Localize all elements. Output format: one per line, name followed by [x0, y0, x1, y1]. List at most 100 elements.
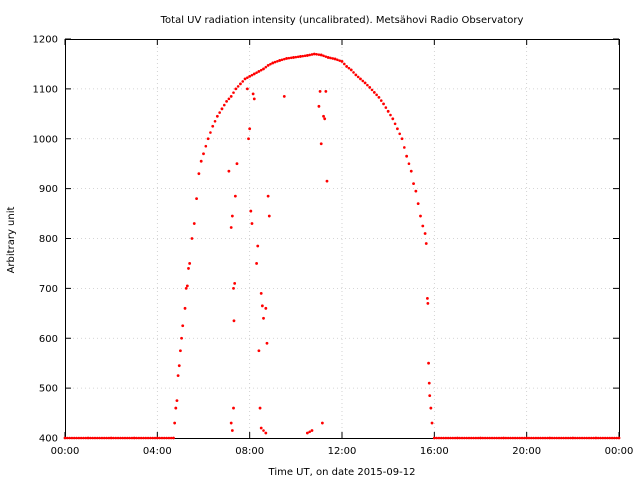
data-point	[573, 436, 577, 440]
data-point	[100, 436, 104, 440]
data-point	[142, 436, 145, 440]
data-point	[225, 99, 228, 103]
data-point	[174, 406, 178, 410]
data-point	[282, 57, 286, 61]
data-point	[146, 436, 150, 440]
data-point	[123, 436, 127, 440]
x-tick-label: 12:00	[328, 446, 357, 457]
data-point	[430, 421, 434, 425]
data-point	[151, 436, 155, 440]
data-point	[89, 436, 92, 440]
plot-frame	[65, 39, 620, 439]
data-point	[66, 436, 69, 440]
data-point	[105, 436, 108, 440]
data-point	[86, 436, 90, 440]
data-point	[199, 159, 203, 163]
data-point	[386, 109, 390, 113]
data-point	[155, 436, 159, 440]
data-point	[229, 94, 233, 98]
data-point	[569, 436, 572, 440]
data-point	[257, 349, 261, 353]
data-point	[232, 286, 235, 290]
data-point	[375, 93, 378, 97]
data-point	[181, 324, 185, 328]
data-point	[234, 87, 238, 91]
data-point	[112, 436, 115, 440]
data-point	[265, 341, 269, 345]
data-point	[213, 119, 217, 123]
data-point	[195, 197, 198, 201]
data-point	[119, 436, 122, 440]
data-point	[427, 361, 430, 365]
data-point	[126, 436, 129, 440]
data-point	[197, 172, 201, 176]
data-point	[256, 244, 260, 248]
data-point	[276, 59, 279, 63]
data-point	[439, 436, 443, 440]
x-tick-label: 04:00	[143, 446, 172, 457]
data-point	[149, 436, 152, 440]
data-point	[305, 431, 309, 435]
data-point	[267, 214, 271, 218]
data-point	[583, 436, 586, 440]
data-point	[84, 436, 88, 440]
chart-title: Total UV radiation intensity (uncalibrat…	[160, 15, 524, 26]
axis-ticks: 00:00 04:00 08:00 12:00 16:00 20:00 00:0040050…	[33, 35, 634, 458]
data-point	[236, 85, 240, 88]
data-point	[497, 436, 501, 440]
data-point	[289, 56, 293, 60]
data-point	[68, 436, 71, 440]
data-point	[93, 436, 97, 440]
data-point	[292, 56, 295, 59]
data-point	[278, 59, 282, 62]
data-point	[566, 436, 570, 440]
data-point	[429, 406, 433, 410]
data-point	[424, 242, 428, 245]
data-point	[179, 349, 182, 353]
data-point	[294, 55, 298, 59]
data-point	[511, 436, 515, 440]
data-point	[546, 436, 549, 440]
data-point	[209, 131, 212, 134]
data-point	[465, 436, 468, 440]
data-point	[559, 436, 563, 440]
data-point	[354, 73, 358, 77]
data-point	[322, 54, 325, 58]
data-point	[269, 62, 272, 66]
data-point	[377, 95, 381, 99]
data-points	[63, 52, 621, 440]
data-point	[384, 106, 388, 109]
data-point	[444, 436, 448, 440]
data-point	[211, 124, 215, 128]
data-point	[617, 436, 621, 440]
data-point	[534, 436, 538, 440]
data-point	[469, 436, 473, 440]
data-point	[165, 436, 168, 440]
data-point	[299, 55, 302, 58]
data-point	[215, 114, 219, 118]
y-tick-label: 900	[39, 184, 58, 195]
data-point	[232, 319, 236, 323]
data-point	[96, 436, 99, 440]
data-point	[75, 436, 78, 440]
x-tick-label: 20:00	[512, 446, 541, 457]
data-point	[427, 381, 431, 385]
data-point	[606, 436, 609, 440]
data-point	[601, 436, 605, 440]
data-point	[220, 107, 224, 111]
data-point	[483, 436, 487, 440]
data-point	[247, 137, 250, 141]
data-point	[340, 60, 344, 63]
data-point	[379, 99, 383, 102]
data-point	[481, 436, 485, 440]
data-point	[185, 284, 189, 288]
data-point	[490, 436, 494, 440]
data-point	[190, 237, 194, 240]
data-point	[233, 281, 237, 285]
data-point	[576, 436, 579, 440]
data-point	[273, 60, 277, 64]
data-point	[590, 436, 593, 440]
data-point	[248, 75, 252, 78]
data-point	[235, 162, 239, 166]
